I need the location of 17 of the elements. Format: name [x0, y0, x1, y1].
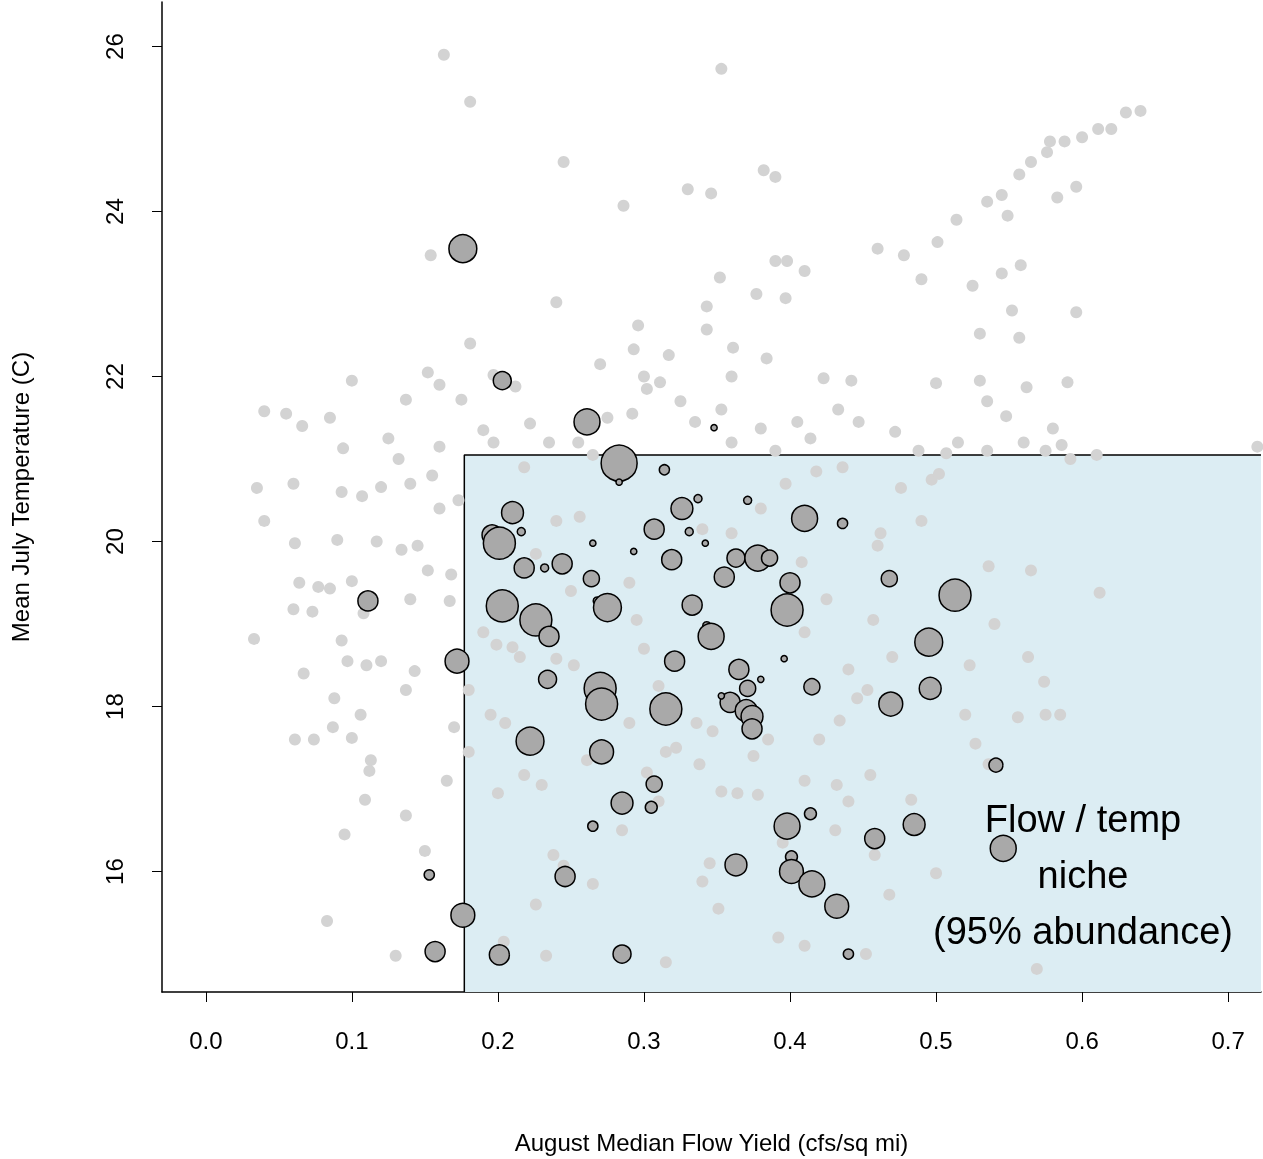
- y-tick-label: 18: [100, 693, 128, 720]
- x-tick-label: 0.7: [1211, 1026, 1245, 1054]
- x-tick-label: 0.0: [189, 1026, 223, 1054]
- y-tick-label: 26: [100, 33, 128, 60]
- y-tick-label: 22: [100, 363, 128, 390]
- x-tick-label: 0.2: [481, 1026, 515, 1054]
- x-tick-label: 0.1: [335, 1026, 369, 1054]
- y-tick-label: 16: [100, 858, 128, 885]
- x-tick-label: 0.3: [627, 1026, 661, 1054]
- x-axis-title: August Median Flow Yield (cfs/sq mi): [514, 1128, 909, 1156]
- y-tick-label: 24: [100, 198, 128, 225]
- y-axis-title: Mean July Temperature (C): [6, 351, 34, 643]
- x-tick-label: 0.6: [1065, 1026, 1099, 1054]
- annotation: Flow / temp niche (95% abundance): [933, 798, 1233, 952]
- y-tick-label: 20: [100, 528, 128, 555]
- x-tick-label: 0.5: [919, 1026, 953, 1054]
- x-tick-label: 0.4: [773, 1026, 807, 1054]
